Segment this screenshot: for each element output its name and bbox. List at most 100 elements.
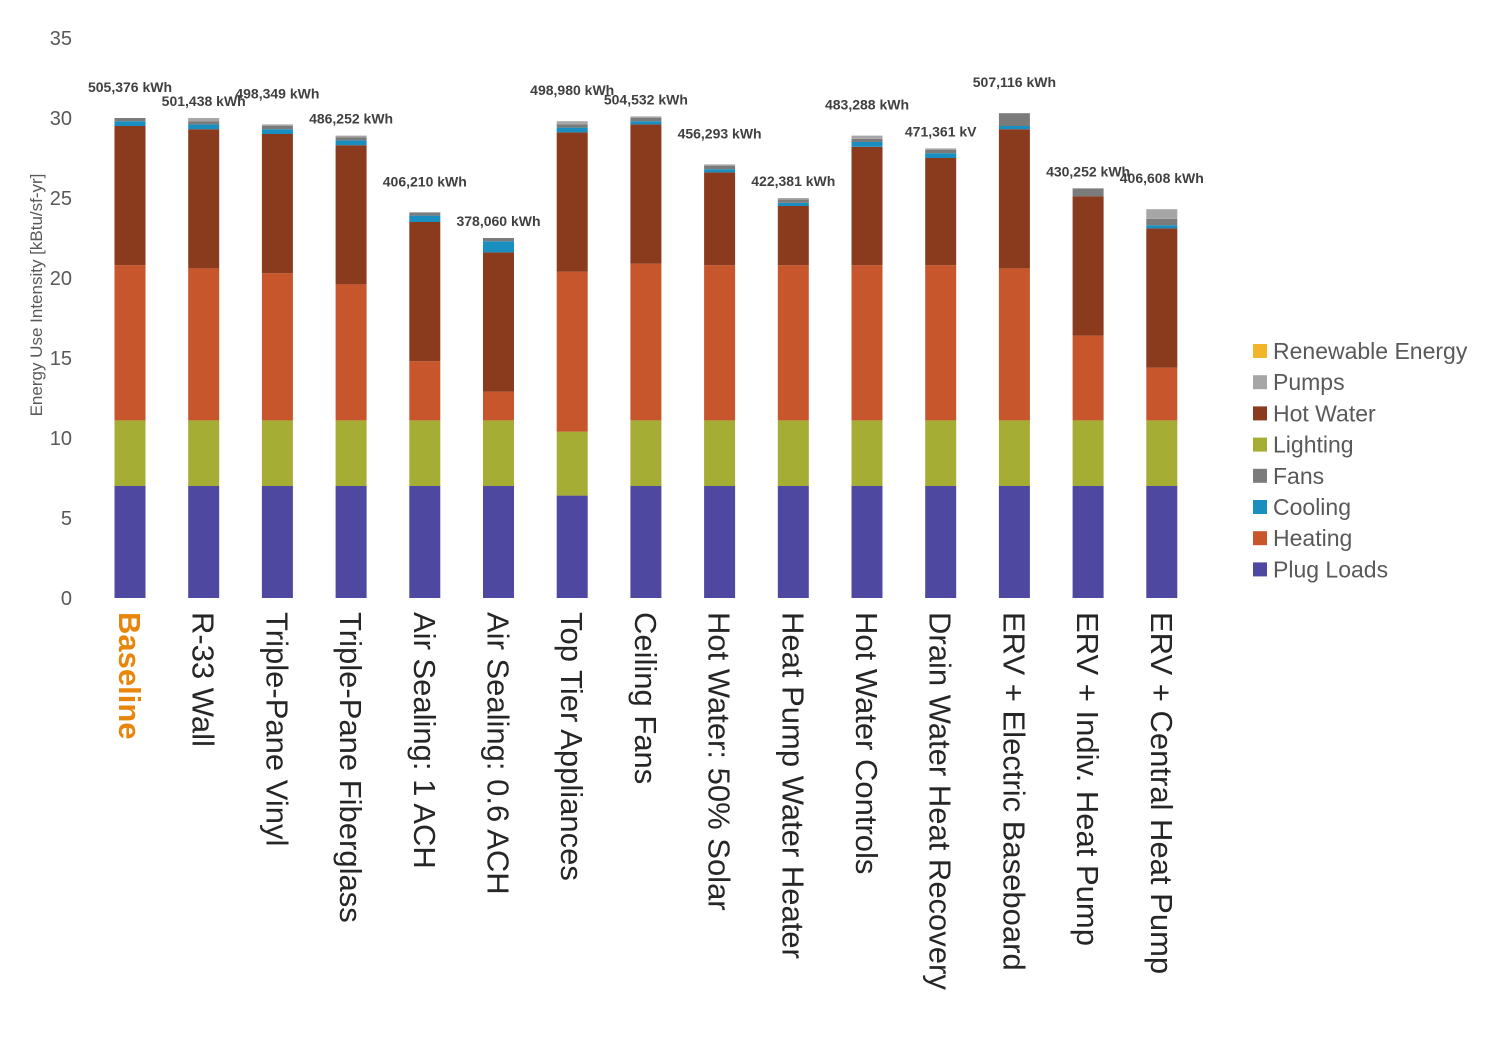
bar-stack-drain-water-heat-recovery [925,148,957,598]
bar-total-label: 471,361 kV [905,123,977,139]
legend-item-cooling: Cooling [1253,494,1351,520]
category-label-top-tier-appliances: Top Tier Appliances [554,612,589,881]
bar-stack-hot-water-controls [851,135,883,598]
bar-segment-plug-loads [998,486,1030,598]
bar-segment-pumps [556,121,588,125]
bar-segment-pumps [188,118,220,122]
bar-total-label: 483,288 kWh [825,97,909,113]
bar-segment-cooling [925,153,957,158]
legend-swatch [1253,562,1267,577]
x-axis: Baseline R-33 Wall Triple-Pane Vinyl Triple… [112,612,1179,990]
bar-segment-plug-loads [114,486,146,598]
bar-total-label: 504,532 kWh [604,91,688,107]
bar-segment-fans [335,137,367,141]
bar-segment-fans [851,138,883,142]
bar-segment-plug-loads [925,486,957,598]
bar-total-label: 456,293 kWh [678,125,762,141]
bar-stack-air-sealing-1-ach [409,212,441,598]
bar-segment-lighting [335,420,367,486]
bar-segment-lighting [556,431,588,496]
bar-segment-heating [851,265,883,421]
bar-segment-fans [409,212,441,216]
bar-segment-lighting [409,420,441,486]
bar-segment-fans [704,166,736,170]
bar-segment-cooling [851,142,883,147]
bar-segment-cooling [704,169,736,173]
bar-segment-plug-loads [335,486,367,598]
bar-segment-hot-water [777,206,809,266]
bar-segment-hot-water [261,134,293,274]
legend-label: Heating [1273,525,1352,551]
bar-segment-plug-loads [409,486,441,598]
category-label-air-sealing-1-ach: Air Sealing: 1 ACH [407,612,442,869]
bar-segment-heating [630,263,662,421]
legend-label: Cooling [1273,494,1351,520]
legend-label: Renewable Energy [1273,338,1468,364]
bar-total-label: 507,116 kWh [973,74,1056,90]
bar-segment-lighting [851,420,883,486]
bar-segment-pumps [777,198,809,200]
bar-segment-fans [261,126,293,130]
legend: Renewable Energy Pumps Hot Water Lighting Fa… [1253,338,1468,582]
bar-segment-heating [998,268,1030,421]
bar-stack-triple-pane-vinyl [261,124,293,598]
category-label-erv-electric-baseboard: ERV + Electric Baseboard [996,612,1031,971]
y-tick-label: 5 [61,508,72,530]
bar-segment-fans [556,124,588,128]
bar-segment-fans [483,238,514,242]
y-tick-label: 35 [50,28,72,50]
bar-total-label: 430,252 kWh [1046,163,1130,179]
bar-segment-lighting [188,420,220,486]
bar-segment-pumps [925,148,957,150]
category-label-drain-water-heat-recovery: Drain Water Heat Recovery [923,612,958,990]
bar-segment-fans [777,199,809,203]
bar-segment-plug-loads [777,486,809,598]
bar-segment-heating [777,265,809,421]
bar-segment-plug-loads [704,486,736,598]
bar-segment-cooling [630,121,662,125]
bar-segment-plug-loads [851,486,883,598]
y-tick-label: 20 [50,268,72,290]
bar-segment-plug-loads [1072,486,1104,598]
legend-label: Fans [1273,463,1324,489]
bar-total-label: 378,060 kWh [456,213,540,229]
category-label-baseline: Baseline [112,612,147,740]
y-axis: 0 5 10 15 20 25 30 35 Energy Use Intensity [kBtu… [27,28,72,610]
bar-segment-fans [1072,188,1104,197]
category-label-r-33-wall: R-33 Wall [186,612,221,747]
bar-stack-r-33-wall [188,118,220,598]
bar-segment-hot-water [335,145,367,285]
bar-segment-heating [114,265,146,421]
legend-item-heating: Heating [1253,525,1352,551]
bar-segment-lighting [1072,420,1104,486]
bar-total-label: 501,438 kWh [162,93,246,109]
bar-segment-hot-water [1072,196,1104,336]
bar-segment-fans [188,121,220,125]
bar-segment-fans [1146,218,1178,226]
bar-segment-hot-water [1146,228,1178,368]
bar-stack-erv-central-heat-pump [1146,209,1178,598]
bar-segment-fans [925,150,957,154]
bar-segment-fans [630,118,662,122]
bar-segment-plug-loads [261,486,293,598]
category-label-ceiling-fans: Ceiling Fans [628,612,663,784]
bar-segment-lighting [114,420,146,486]
bar-total-label: 406,210 kWh [383,173,467,189]
bar-segment-plug-loads [556,495,588,598]
bar-segment-plug-loads [630,486,662,598]
bar-segment-hot-water [483,252,514,392]
bar-segment-pumps [704,164,736,166]
bar-segment-cooling [261,129,293,134]
bar-total-label: 498,349 kWh [235,85,319,101]
y-tick-label: 25 [50,188,72,210]
bar-total-label: 498,980 kWh [530,82,614,98]
bar-segment-lighting [777,420,809,486]
bar-total-label: 406,608 kWh [1120,170,1204,186]
bar-segment-pumps [335,135,367,138]
bar-segment-plug-loads [1146,486,1178,598]
bar-segment-hot-water [630,124,662,264]
bar-segment-pumps [261,124,293,126]
bar-stack-baseline [114,118,146,598]
